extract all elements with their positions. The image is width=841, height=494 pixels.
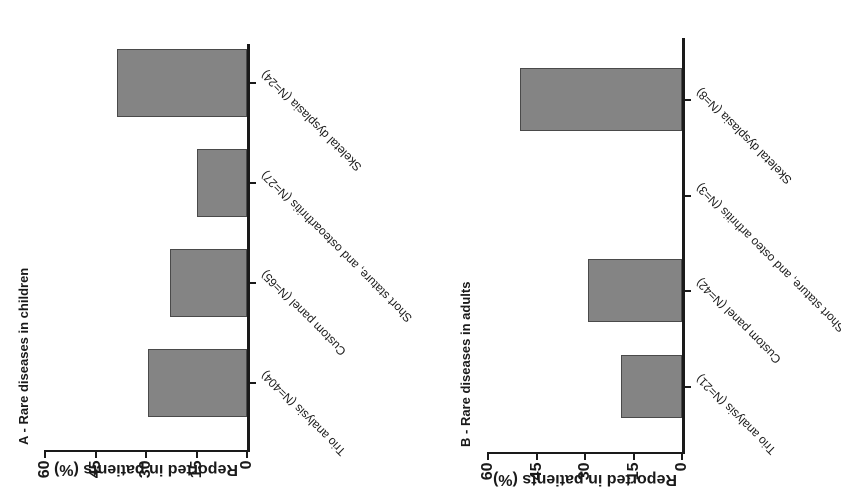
panel-b-x-tick-mark [684,386,691,388]
panel-b-y-tick-label: 60 [479,462,496,481]
panel-a-y-tick-mark [145,452,147,459]
panel-a-bar-2 [196,149,247,217]
panel-a-x-category-label: Skeletal dysplasia (N=24) [258,68,365,175]
panel-a-chart: A - Rare diseases in children Reported i… [0,0,420,494]
panel-b-bar-3 [520,68,682,132]
panel-b-y-tick-mark [681,454,683,461]
panel-b-x-category-label: Skeletal dysplasia (N=8) [693,85,795,187]
panel-a-bar-0 [147,349,247,417]
panel-a-bar-1 [169,249,247,317]
panel-b-y-tick-label: 15 [624,462,642,481]
panel-a-x-tick-mark [249,382,256,384]
panel-a-plot-area: 0 15 30 45 60 Trio analysis (N=404) Custom pan… [0,0,420,494]
panel-a-bar-3 [117,49,247,117]
panel-b-x-tick-mark [684,195,691,197]
panel-a-y-tick-label: 60 [36,460,53,479]
panel-b-x-category-label: Trio analysis (N=21) [693,372,779,458]
panel-b-y-tick-label: 0 [673,462,690,472]
panel-a-x-tick-mark [249,282,256,284]
panel-a-y-tick-label: 30 [137,460,154,479]
panel-b-x-tick-mark [684,290,691,292]
panel-a-y-tick-label: 15 [187,460,205,479]
panel-b-plot-area: 0 15 30 45 60 Trio analysis (N=21) Custom pane… [420,0,841,494]
panel-b-x-category-label: Custom panel (N=42) [693,276,784,367]
panel-a-y-tick-label: 45 [86,460,104,479]
panel-a-x-tick-mark [249,82,256,84]
panel-a-y-tick-mark [44,452,46,459]
panel-b-y-tick-mark [584,454,586,461]
panel-a-x-category-label: Custom panel (N=65) [258,268,349,359]
panel-a-y-tick-mark [195,452,198,459]
panel-b-x-tick-mark [684,99,691,101]
panel-b-y-tick-label: 45 [527,462,545,481]
panel-a-y-tick-label: 0 [238,460,255,470]
panel-b-bar-0 [620,355,682,419]
panel-a-y-tick-mark [246,452,248,459]
panel-a-y-tick-mark [94,452,97,459]
panel-b-chart: B - Rare diseases in adults Reported in … [420,0,841,494]
panel-b-y-tick-label: 30 [576,462,593,481]
panel-a-x-axis-line [247,44,250,453]
panel-a-x-category-label: Trio analysis (N=404) [258,368,349,459]
panel-a-x-tick-mark [249,182,256,184]
panel-b-bar-1 [588,259,682,323]
panel-b-y-tick-mark [487,454,489,461]
panel-b-x-category-label: Short stature, and osteo arthritis (N=3) [693,181,841,336]
panel-b-y-tick-mark [632,454,635,461]
panel-b-y-tick-mark [535,454,538,461]
